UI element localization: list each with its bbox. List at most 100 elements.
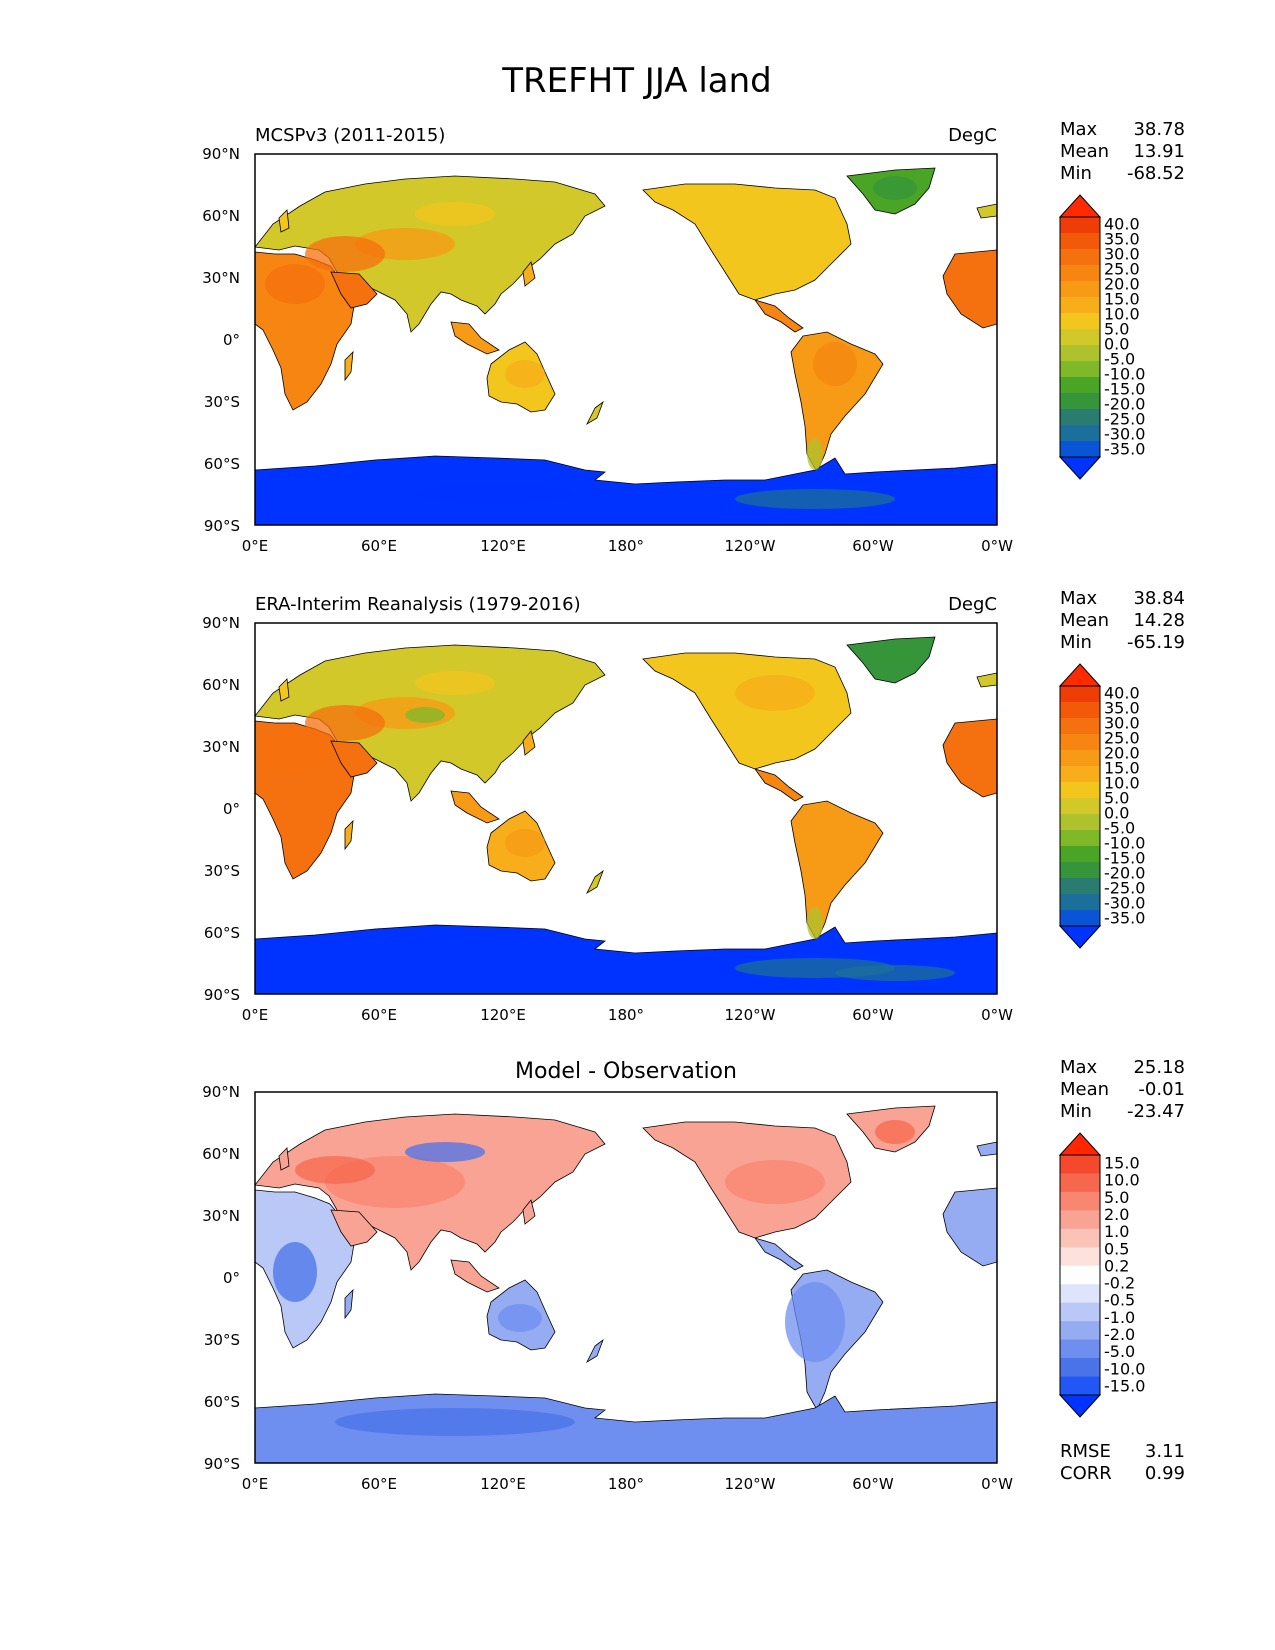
field-blob [273,1242,317,1302]
map-frame [254,153,998,526]
stat-label: Min [1060,163,1092,184]
landmass-arabia [330,1209,378,1247]
colorbar-tick-label: -10.0 [1104,365,1145,384]
colorbar: 40.035.030.025.020.015.010.05.00.0-5.0-1… [1058,194,1145,480]
colorbar-bin [1060,1155,1100,1174]
land-temperature-field [255,167,997,525]
stat-label: CORR [1060,1463,1112,1484]
colorbar-tick-label: 5.0 [1104,789,1129,808]
landmass-japan [522,261,536,287]
stat-label: Mean [1060,610,1109,631]
colorbar-tick-label: 15.0 [1104,290,1140,309]
colorbar-bin [1060,686,1100,703]
landmass-seasia [450,321,500,355]
colorbar-bin [1060,734,1100,751]
colorbar-tick-label: 10.0 [1104,1171,1140,1190]
colorbar-bin [1060,313,1100,330]
stats-block: Max 38.84 Mean 14.28 Min -65.19 [1060,588,1185,653]
field-blob [807,438,823,470]
colorbar-bin [1060,297,1100,314]
colorbar-tick-label: 35.0 [1104,230,1140,249]
landmass-arabia [330,740,378,778]
colorbar-bin [1060,702,1100,719]
lat-label: 60°N [202,676,240,694]
colorbar-bin [1060,1358,1100,1378]
colorbar-bin [1060,846,1100,863]
colorbar-bin [1060,814,1100,831]
panel-observation: ERA-Interim Reanalysis (1979-2016) DegC … [202,588,1185,1024]
stats-block: Max 25.18 Mean -0.01 Min -23.47 [1060,1057,1185,1122]
colorbar-bin [1060,766,1100,783]
colorbar-tick-label: -15.0 [1104,1376,1145,1395]
colorbar-bin [1060,1265,1100,1285]
colorbar: 40.035.030.025.020.015.010.05.00.0-5.0-1… [1058,663,1145,949]
figure-title: TREFHT JJA land [501,61,772,101]
stat-label: Mean [1060,1079,1109,1100]
colorbar-tick-label: 0.5 [1104,1239,1129,1258]
colorbar-bin [1060,1376,1100,1396]
colorbar-bin [1060,750,1100,767]
colorbar-tick-label: -15.0 [1104,849,1145,868]
colorbar-tick-label: 20.0 [1104,744,1140,763]
colorbar-bin [1060,1247,1100,1267]
colorbar-tick-label: -10.0 [1104,834,1145,853]
colorbar-tick-label: 1.0 [1104,1222,1129,1241]
field-blob [813,811,857,855]
lon-label: 60°W [852,537,894,555]
field-blob [835,965,955,981]
field-blob [415,484,575,504]
colorbar-bin [1060,910,1100,927]
colorbar-bin [1060,798,1100,815]
colorbar-bin [1060,233,1100,250]
landmass-seasia [450,790,500,824]
panel-units: DegC [948,125,997,146]
lat-label: 30°N [202,269,240,287]
field-blob [875,1120,915,1144]
landmass-japan [522,1199,536,1225]
colorbar-tick-label: 25.0 [1104,729,1140,748]
landmass-seasia [450,1259,500,1293]
colorbar-frame [1059,1154,1101,1396]
colorbar-bin [1060,782,1100,799]
stat-value: 0.99 [1145,1463,1185,1484]
stat-value: 13.91 [1133,141,1185,162]
colorbar-tick-label: -5.0 [1104,819,1135,838]
landmass-arabia [330,271,378,309]
lon-label: 60°W [852,1475,894,1493]
lon-label: 180° [608,1006,644,1024]
lon-label: 120°E [480,1006,526,1024]
colorbar-tick-label: 40.0 [1104,684,1140,703]
landmass-westafrica [942,718,997,798]
lon-label: 120°E [480,537,526,555]
map-frame [254,622,998,995]
lon-label: 120°W [725,537,776,555]
lon-label: 60°E [361,537,397,555]
colorbar-tick-label: -1.0 [1104,1308,1135,1327]
colorbar-tick-label: 10.0 [1104,305,1140,324]
stat-label: RMSE [1060,1441,1111,1462]
stat-value: 38.84 [1133,588,1185,609]
lat-label: 30°S [204,862,240,880]
field-blob [505,360,545,388]
field-blob [305,705,385,741]
panel-difference: Model - Observation 90°N 60°N 30°N 0° 30… [202,1057,1185,1493]
landmass-westafrica [942,1187,997,1267]
colorbar-bin [1060,425,1100,442]
map-frame [254,1091,998,1464]
colorbar-bin [1060,393,1100,410]
stat-value: -68.52 [1127,163,1185,184]
lon-label: 0°E [242,1006,269,1024]
field-blob [265,264,325,304]
colorbar-tick-label: -5.0 [1104,1342,1135,1361]
field-blob [813,342,857,386]
colorbar-tick-label: 25.0 [1104,260,1140,279]
colorbar-tick-label: 15.0 [1104,759,1140,778]
colorbar-tick-label: -10.0 [1104,1359,1145,1378]
colorbar-frame [1059,685,1101,927]
panel-title-left: ERA-Interim Reanalysis (1979-2016) [255,594,581,615]
colorbar-tick-label: 30.0 [1104,714,1140,733]
lat-label: 30°S [204,393,240,411]
lat-label: 90°N [202,614,240,632]
colorbar-tick-label: 0.2 [1104,1256,1129,1275]
colorbar-frame [1059,216,1101,458]
